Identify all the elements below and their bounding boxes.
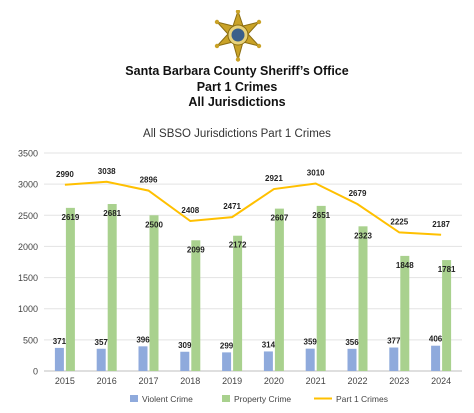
violent-crime-label: 406 <box>429 335 443 344</box>
violent-crime-bar <box>347 348 357 371</box>
violent-crime-label: 299 <box>220 341 234 350</box>
violent-crime-label: 377 <box>387 337 401 346</box>
violent-crime-label: 359 <box>304 338 318 347</box>
part1-crimes-label: 2896 <box>140 176 158 185</box>
chart-legend: Violent Crime Property Crime Part 1 Crimes <box>130 394 388 404</box>
part1-crimes-label: 2408 <box>181 206 199 215</box>
y-tick-label: 3500 <box>18 149 38 159</box>
violent-crime-label: 309 <box>178 341 192 350</box>
x-tick-label: 2016 <box>97 376 117 386</box>
property-crime-label: 1781 <box>438 265 456 274</box>
property-crime-bar <box>107 204 117 371</box>
legend-property-crime-swatch <box>222 395 230 402</box>
property-crime-bar <box>233 235 243 371</box>
violent-crime-label: 314 <box>262 340 276 349</box>
violent-crime-bar <box>180 351 190 371</box>
y-tick-label: 0 <box>33 367 38 377</box>
violent-crime-label: 371 <box>53 337 67 346</box>
violent-crime-bar <box>263 351 273 371</box>
part1-crimes-label: 3038 <box>98 167 116 176</box>
violent-crime-bar <box>138 346 148 371</box>
violent-crime-label: 396 <box>136 335 150 344</box>
x-tick-label: 2015 <box>55 376 75 386</box>
violent-crime-label: 357 <box>95 338 109 347</box>
property-crime-bar <box>316 205 326 371</box>
violent-crime-bar <box>389 347 399 371</box>
property-crime-bar <box>149 215 159 371</box>
x-tick-label: 2022 <box>347 376 367 386</box>
y-tick-label: 1000 <box>18 304 38 314</box>
part1-crimes-label: 2187 <box>432 220 450 229</box>
property-crime-bar <box>358 226 368 371</box>
x-tick-label: 2024 <box>431 376 451 386</box>
y-tick-label: 2000 <box>18 242 38 252</box>
y-tick-label: 2500 <box>18 211 38 221</box>
violent-crime-bar <box>54 347 64 371</box>
report-title: Part 1 Crimes <box>196 80 278 94</box>
property-crime-label: 2500 <box>145 220 163 229</box>
x-tick-label: 2023 <box>389 376 409 386</box>
violent-crime-bar <box>305 348 315 371</box>
y-tick-label: 3000 <box>18 180 38 190</box>
property-crime-bar <box>400 255 410 371</box>
violent-crime-bar <box>96 348 106 371</box>
y-tick-label: 500 <box>23 335 38 345</box>
legend-violent-crime-swatch <box>130 395 138 402</box>
part1-crimes-label: 2921 <box>265 174 283 183</box>
legend-property-crime: Property Crime <box>234 394 291 404</box>
property-crime-bar <box>442 260 452 371</box>
legend-part1-crimes: Part 1 Crimes <box>336 394 388 404</box>
property-crime-label: 2323 <box>354 231 372 240</box>
x-tick-label: 2017 <box>138 376 158 386</box>
property-crime-label: 2607 <box>271 214 289 223</box>
violent-crime-label: 356 <box>345 338 359 347</box>
office-title: Santa Barbara County Sheriff’s Office <box>125 64 349 78</box>
chart-title: All SBSO Jurisdictions Part 1 Crimes <box>143 128 331 140</box>
crime-chart: All SBSO Jurisdictions Part 1 Crimes 0 50… <box>18 128 462 404</box>
violent-crime-bar <box>431 345 441 371</box>
x-tick-label: 2018 <box>180 376 200 386</box>
legend-violent-crime: Violent Crime <box>142 394 193 404</box>
part1-crimes-label: 2679 <box>349 189 367 198</box>
property-crime-label: 2172 <box>229 241 247 250</box>
property-crime-label: 2681 <box>103 209 121 218</box>
sheriff-badge-icon <box>214 10 262 62</box>
x-tick-label: 2021 <box>306 376 326 386</box>
y-tick-label: 1500 <box>18 273 38 283</box>
property-crime-label: 2099 <box>187 245 205 254</box>
property-crime-bar <box>274 208 284 371</box>
x-tick-label: 2019 <box>222 376 242 386</box>
violent-crime-bar <box>222 352 232 371</box>
report-subtitle: All Jurisdictions <box>188 95 286 109</box>
property-crime-label: 2619 <box>62 213 80 222</box>
part1-crimes-label: 3010 <box>307 169 325 178</box>
part1-crimes-line <box>64 180 442 236</box>
part1-crimes-label: 2225 <box>390 217 408 226</box>
part1-crimes-label: 2471 <box>223 202 241 211</box>
property-crime-bar <box>65 207 75 371</box>
property-crime-label: 1848 <box>396 261 414 270</box>
property-crime-bar <box>191 240 201 371</box>
x-tick-label: 2020 <box>264 376 284 386</box>
property-crime-label: 2651 <box>312 211 330 220</box>
part1-crimes-label: 2990 <box>56 170 74 179</box>
